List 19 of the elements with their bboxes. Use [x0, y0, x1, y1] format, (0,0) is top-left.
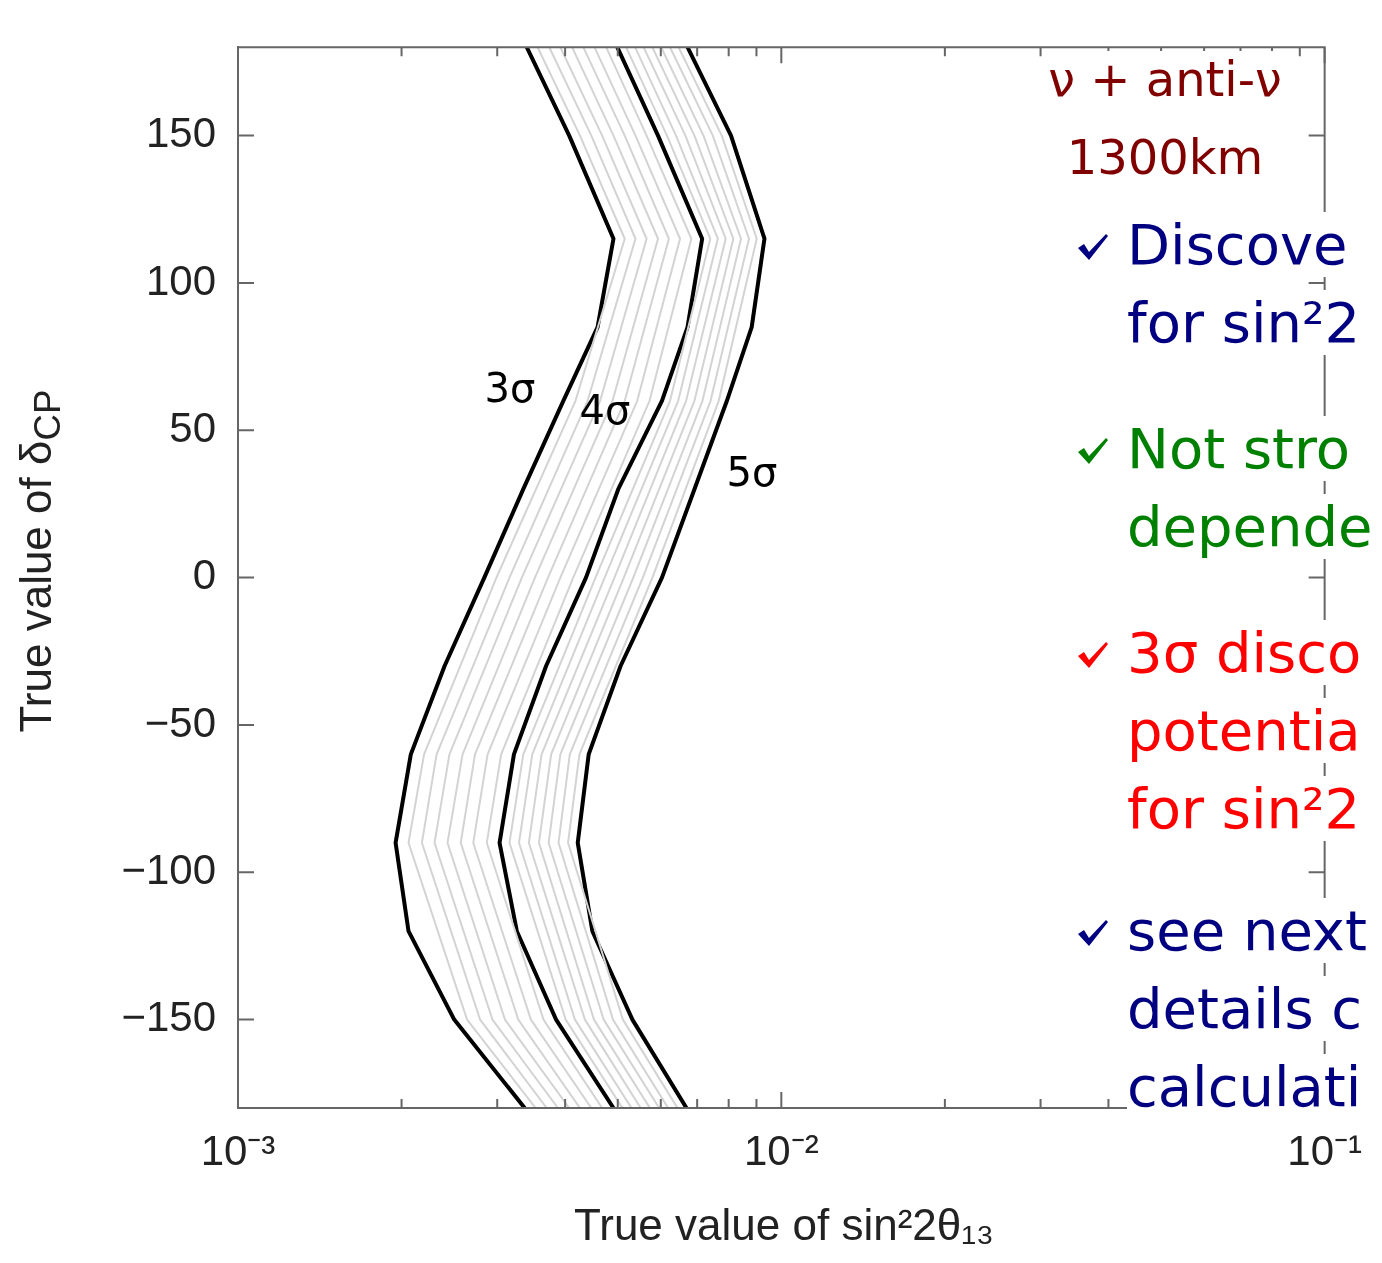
annotation: Discove for sin²2: [1127, 212, 1361, 355]
y-tick-label: 50: [169, 403, 216, 451]
y-tick-label: 100: [145, 256, 216, 304]
annotation: ν + anti-ν 1300km: [1048, 51, 1282, 185]
x-tick-label: 10⁻²: [743, 1126, 819, 1174]
y-tick-label: −50: [144, 698, 216, 746]
annotation: see next details c calculati: [1127, 898, 1367, 1119]
annotation: 4σ: [579, 387, 631, 433]
annotation: Not stro depende: [1127, 416, 1373, 559]
x-tick-label: 10⁻³: [200, 1126, 276, 1174]
y-tick-label: −150: [121, 993, 216, 1041]
x-axis-title: True value of sin²2θ₁₃: [574, 1200, 994, 1250]
y-tick-label: −100: [121, 845, 216, 893]
y-tick-label: 0: [192, 551, 216, 599]
annotation: 5σ: [726, 449, 778, 495]
annotation: 3σ disco potentia for sin²2: [1127, 620, 1362, 841]
x-tick-label: 10⁻¹: [1287, 1126, 1363, 1174]
annotation: 3σ: [484, 365, 536, 411]
y-tick-label: 150: [145, 109, 216, 157]
